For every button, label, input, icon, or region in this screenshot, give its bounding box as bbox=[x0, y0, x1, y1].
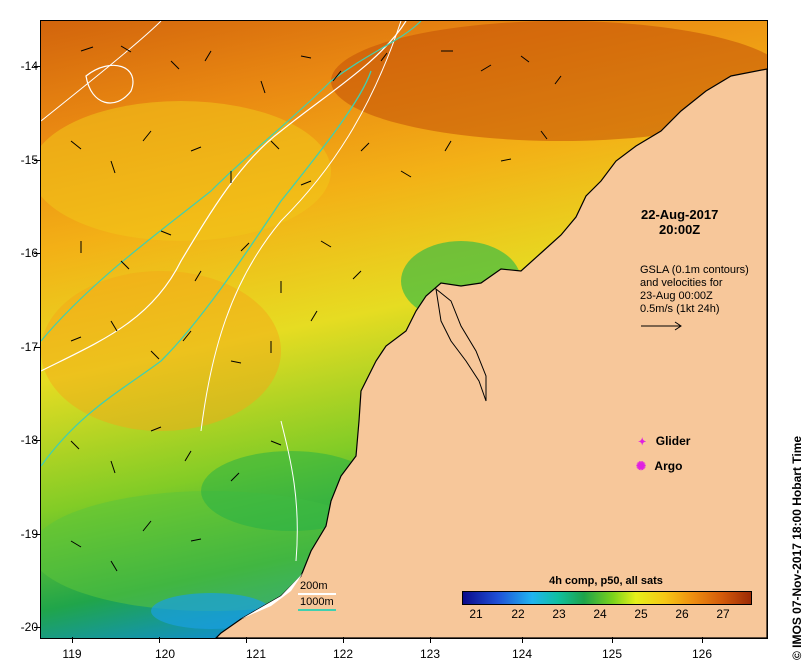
depth-scale-1000: 1000m bbox=[300, 596, 334, 608]
colorbar-title: 4h comp, p50, all sats bbox=[549, 575, 663, 587]
gsla-note-line: and velocities for bbox=[640, 277, 723, 289]
lon-label: 124 bbox=[511, 647, 533, 661]
timestamp: 22-Aug-2017 20:00Z bbox=[641, 207, 718, 237]
colorbar-label: 24 bbox=[593, 607, 607, 621]
glider-icon: ✦ bbox=[638, 437, 647, 448]
colorbar-label: 23 bbox=[552, 607, 566, 621]
lon-label: 123 bbox=[419, 647, 441, 661]
lat-label: -19 bbox=[20, 527, 38, 541]
colorbar-label: 26 bbox=[675, 607, 689, 621]
depth-line-1000 bbox=[298, 609, 336, 611]
lon-label: 119 bbox=[62, 647, 82, 661]
gsla-note-line: 0.5m/s (1kt 24h) bbox=[640, 303, 720, 315]
sst-field bbox=[41, 21, 767, 638]
timestamp-date: 22-Aug-2017 bbox=[641, 207, 719, 222]
lon-label: 125 bbox=[601, 647, 623, 661]
credit-text: © IMOS 07-Nov-2017 18:00 Hobart Time bbox=[790, 435, 804, 660]
legend-glider-label: Glider bbox=[655, 434, 691, 448]
lat-label: -16 bbox=[20, 246, 38, 260]
lon-label: 122 bbox=[332, 647, 354, 661]
lon-label: 121 bbox=[245, 647, 267, 661]
sst-map bbox=[40, 20, 768, 639]
gsla-note-line: 23-Aug 00:00Z bbox=[640, 290, 713, 302]
gsla-note-line: GSLA (0.1m contours) bbox=[640, 264, 749, 276]
legend-argo: ✺ Argo bbox=[636, 459, 682, 473]
colorbar-label: 25 bbox=[634, 607, 648, 621]
land-mass bbox=[215, 68, 767, 638]
colorbar-label: 21 bbox=[469, 607, 483, 621]
lon-label: 126 bbox=[691, 647, 713, 661]
depth-line-200 bbox=[298, 593, 336, 595]
legend-argo-label: Argo bbox=[654, 459, 683, 473]
depth-scale-200: 200m bbox=[300, 580, 328, 592]
colorbar-label: 27 bbox=[716, 607, 730, 621]
gsla-note: GSLA (0.1m contours) and velocities for … bbox=[640, 264, 749, 316]
lat-label: -15 bbox=[20, 153, 38, 167]
lat-label: -20 bbox=[20, 620, 38, 634]
lat-label: -14 bbox=[20, 59, 38, 73]
timestamp-time: 20:00Z bbox=[659, 222, 701, 237]
colorbar bbox=[462, 591, 752, 605]
lat-label: -18 bbox=[20, 433, 38, 447]
legend-glider: ✦ Glider bbox=[638, 434, 690, 448]
lat-label: -17 bbox=[20, 340, 38, 354]
colorbar-label: 22 bbox=[511, 607, 525, 621]
velocity-arrows bbox=[70, 45, 682, 572]
lon-label: 120 bbox=[154, 647, 176, 661]
argo-icon: ✺ bbox=[636, 459, 647, 473]
